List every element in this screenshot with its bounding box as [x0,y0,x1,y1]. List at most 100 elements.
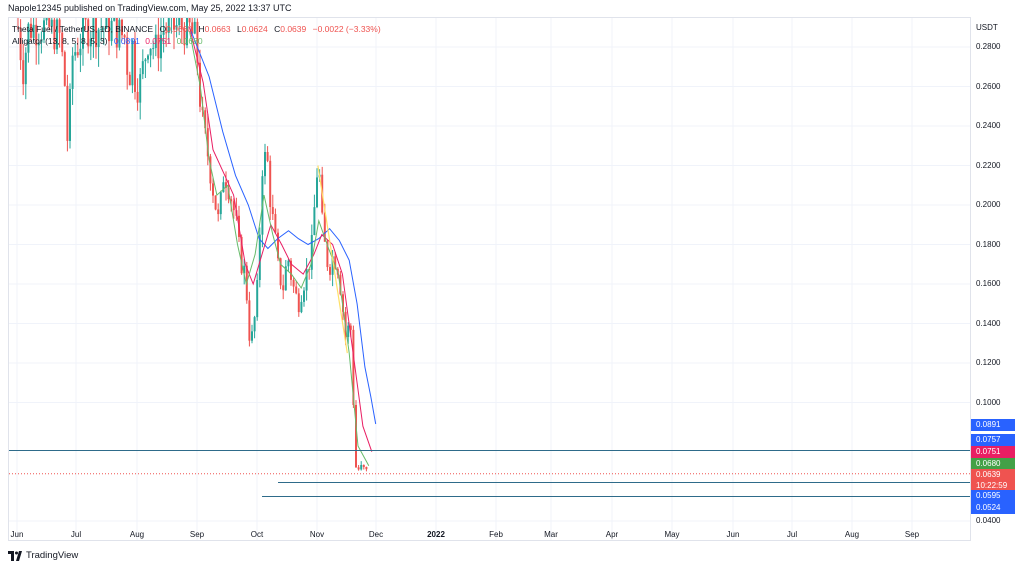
candle-body [219,192,222,215]
symbol-label[interactable]: Theta Fuel / TetherUS, 1D, BINANCE [12,24,154,34]
date-tick-label: Aug [129,530,145,539]
candle-body [102,28,105,30]
candle-body [108,18,110,42]
candle-body [240,236,243,274]
trend-line-line [317,165,348,354]
candle-body [157,34,160,59]
candle-body [282,285,285,291]
teeth-value: 0.0751 [145,36,172,46]
candle-body [365,466,368,470]
candle-body [84,18,87,20]
candle-body [74,52,77,56]
candle-body [258,234,261,281]
date-tick-label: 2022 [427,530,445,539]
price-tick-label: 0.2600 [976,81,1001,91]
open-key: O [159,24,167,34]
candle-body [284,266,287,291]
candle-body [287,260,290,267]
candle-body [297,293,300,313]
candle-body [43,20,45,40]
level-tag-0524: 0.0524 [971,502,1015,514]
published-caption: Napole12345 published on TradingView.com… [8,3,292,13]
candle-body [347,325,350,337]
candle-body [310,234,313,270]
candle-body [147,55,149,60]
candle-body [19,27,22,61]
price-tick-label: 0.1200 [976,358,1001,367]
date-tick-label: Sep [189,530,205,539]
candle-body [305,269,308,291]
tag-value: 0.0524 [976,503,1001,512]
date-tick-label: Sep [904,530,920,539]
brand-name: TradingView [26,550,79,561]
candle-body [183,29,186,46]
level-tag-0595: 0.0595 [971,490,1015,502]
lips-value: 0.0680 [176,36,203,46]
candle-body [295,286,298,294]
candle-body [277,232,279,259]
candle-body [121,19,123,36]
candle-body [139,74,142,103]
date-tick-label: Oct [250,530,264,539]
candle-body [178,18,181,26]
tag-value: 0.0680 [976,459,1001,468]
date-tick-label: Aug [844,530,860,539]
date-tick-label: Jul [70,530,82,539]
last-price-tag: 0.0639 10:22:59 [971,469,1015,491]
candle-body [61,32,64,53]
candle-body [193,21,196,34]
candles-group [17,8,368,472]
candle-body [196,21,199,63]
candle-body [188,18,191,23]
candle-body [360,464,363,470]
candle-body [105,18,108,29]
indicator-label[interactable]: Alligator (13, 8, 5, 8, 5, 3) [12,36,108,46]
candle-body [110,20,113,42]
candle-body [63,52,66,86]
candle-body [339,274,342,295]
tag-value: 0.0757 [976,435,1001,444]
change-value: −0.0022 (−3.33%) [312,24,381,34]
candle-body [290,260,292,280]
candle-body [95,18,97,48]
candle-body [266,151,269,161]
high-key: H [198,24,205,34]
candle-body [271,207,274,215]
date-tick-label: Nov [309,530,325,539]
candle-body [253,317,256,332]
candle-body [87,19,90,47]
low-value: 0.0624 [241,24,268,34]
teeth-tag: 0.0751 [971,446,1015,458]
jaw-value: 0.0891 [113,36,140,46]
date-tick-label: Mar [544,530,558,539]
candle-body [232,201,235,211]
candle-body [144,59,147,62]
candle-body [349,325,352,330]
jaw-line [189,27,377,425]
chart-pane[interactable] [8,17,971,541]
jaw-tag: 0.0891 [971,419,1015,431]
candle-body [24,52,27,85]
candle-body [300,301,303,313]
candle-body [27,23,30,53]
candle-body [329,267,331,275]
candle-body [170,8,172,17]
tradingview-brand[interactable]: TradingView [8,550,78,561]
candle-body [32,24,35,38]
candle-body [71,55,74,89]
date-tick-label: Dec [368,530,384,539]
candle-body [212,183,214,196]
candle-body [118,19,121,48]
candle-body [69,88,71,141]
candle-body [160,34,162,59]
price-tick-label: 0.2200 [976,160,1001,170]
candle-body [152,48,155,50]
candle-body [243,265,246,274]
date-tick-label: Jun [10,530,24,539]
candle-body [141,61,144,75]
candle-body [256,280,259,318]
tag-value: 0.0595 [976,491,1001,500]
open-value: 0.0660 [166,24,193,34]
close-key: C [274,24,281,34]
